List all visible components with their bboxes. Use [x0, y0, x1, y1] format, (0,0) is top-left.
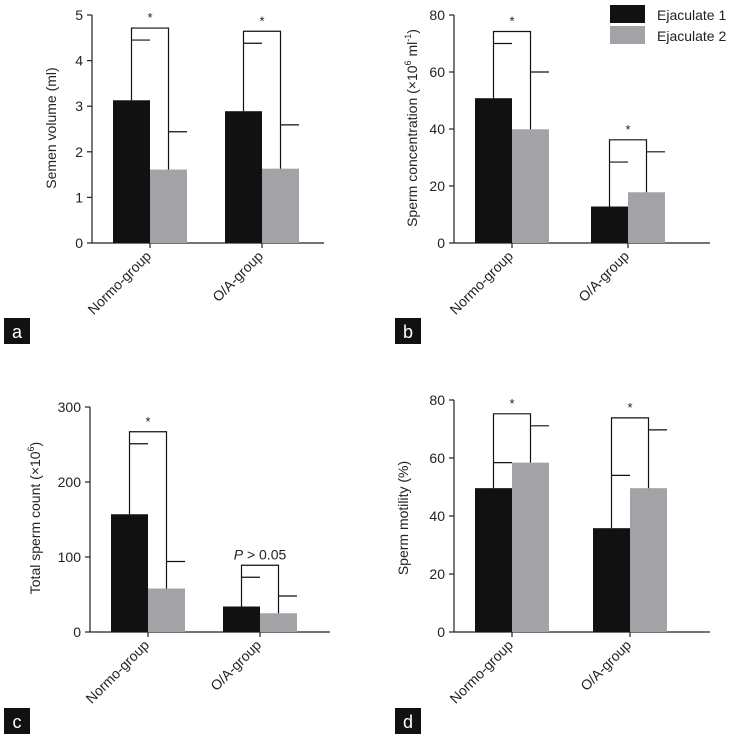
- panel-label-a-box: a: [4, 318, 30, 344]
- panel-a-ytick-label: 1: [75, 189, 83, 205]
- legend-swatch-ejaculate-1: [610, 5, 645, 23]
- panel-a-xtick-label: Normo-group: [84, 248, 154, 318]
- panel-c-bar-ejaculate-2: [148, 588, 185, 632]
- panel-b-bar-ejaculate-1: [591, 206, 628, 243]
- panel-d-bar-ejaculate-1: [593, 528, 630, 632]
- panel-c-significance-bracket: [128, 431, 168, 562]
- panel-b-ytick-label: 80: [429, 7, 445, 23]
- panel-d-ytick-label: 40: [429, 508, 445, 524]
- panel-d-significance-bracket: [492, 413, 532, 463]
- panel-label-c: c: [13, 712, 22, 732]
- panel-c-significance-label: *: [145, 414, 150, 429]
- panel-a-significance-bracket: [242, 30, 282, 125]
- panel-c-ylabel-end: ): [27, 442, 43, 447]
- panel-a-xtick-label: O/A-group: [209, 248, 266, 305]
- panel-b-ylabel-main: Sperm concentration (×10: [404, 65, 420, 227]
- panel-label-d-box: d: [395, 708, 421, 734]
- panel-b-bar-ejaculate-2: [512, 129, 549, 243]
- panel-a-bar-ejaculate-2: [150, 169, 187, 243]
- panel-label-b: b: [403, 322, 413, 342]
- legend-swatch-ejaculate-2: [610, 26, 645, 44]
- panel-c-ylabel: Total sperm count (×106): [26, 442, 43, 594]
- panel-b-xtick-label: Normo-group: [446, 248, 516, 318]
- panel-c-ylabel-sup1: 6: [26, 446, 36, 451]
- panel-d-ytick-label: 20: [429, 566, 445, 582]
- panel-b-ylabel: Sperm concentration (×106 ml-1): [403, 29, 420, 227]
- panel-b: 0 20 40 60 80 Normo-group * O/A-group *: [429, 7, 710, 317]
- panel-b-xtick-label: O/A-group: [575, 248, 632, 305]
- panel-b-ytick-label: 0: [437, 235, 445, 251]
- panel-d-ylabel: Sperm motility (%): [395, 461, 411, 575]
- panel-label-b-box: b: [395, 318, 421, 344]
- panel-label-c-box: c: [4, 708, 30, 734]
- panel-d: 0 20 40 60 80 Normo-group * O/A-group *: [429, 392, 710, 706]
- panel-d-significance-label: *: [509, 396, 514, 411]
- panel-c-significance-bracket: [240, 564, 280, 596]
- panel-a-ytick-label: 0: [75, 235, 83, 251]
- panel-c-significance-label: P > 0.05: [234, 546, 287, 562]
- panel-label-a: a: [12, 322, 23, 342]
- panel-d-significance-bracket: [610, 417, 650, 476]
- panel-d-ytick-label: 0: [437, 624, 445, 640]
- panel-b-bar-ejaculate-2: [628, 192, 665, 243]
- panel-a-ylabel: Semen volume (ml): [43, 67, 59, 188]
- legend-label-ejaculate-1: Ejaculate 1: [657, 7, 726, 23]
- panel-c-bar-ejaculate-2: [260, 613, 297, 632]
- panel-a-significance-bracket: [130, 27, 170, 132]
- panel-d-xtick-label: Normo-group: [446, 637, 516, 707]
- panel-b-ytick-label: 40: [429, 121, 445, 137]
- panel-a-significance-label: *: [259, 13, 264, 28]
- panel-b-significance-bracket: [492, 30, 532, 72]
- plots: 012345Normo-group*O/A-group*020406080Nor…: [58, 7, 710, 706]
- panel-c-xtick-label: O/A-group: [207, 637, 264, 694]
- panel-b-significance-label: *: [509, 14, 514, 29]
- panel-b-ytick-label: 20: [429, 178, 445, 194]
- panel-a: 0 1 2 3 4 5 Normo-group * O/A-group *: [75, 7, 324, 317]
- panel-a-ytick-label: 4: [75, 53, 83, 69]
- panel-label-d: d: [403, 712, 413, 732]
- legend: Ejaculate 1 Ejaculate 2: [610, 5, 726, 44]
- panel-c-ytick-label: 300: [58, 399, 82, 415]
- panel-b-ylabel-sup2: -1: [403, 34, 413, 42]
- panel-d-ytick-label: 60: [429, 450, 445, 466]
- panel-c-ytick-label: 0: [73, 624, 81, 640]
- panel-c: 0 100 200 300 Normo-group * O/A-group P > 0.05: [58, 399, 330, 706]
- panel-b-bar-ejaculate-1: [475, 98, 512, 243]
- panel-b-ylabel-sup1: 6: [403, 60, 413, 65]
- panel-a-ytick-label: 2: [75, 144, 83, 160]
- panel-b-significance-label: *: [625, 122, 630, 137]
- panel-d-bar-ejaculate-1: [475, 488, 512, 632]
- panel-c-ylabel-main: Total sperm count (×10: [27, 451, 43, 594]
- panel-a-bar-ejaculate-1: [225, 111, 262, 243]
- panel-b-ytick-label: 60: [429, 64, 445, 80]
- legend-label-ejaculate-2: Ejaculate 2: [657, 28, 726, 44]
- panel-d-bar-ejaculate-2: [630, 488, 667, 632]
- panel-a-ytick-label: 5: [75, 7, 83, 23]
- panel-a-bar-ejaculate-1: [113, 100, 150, 243]
- panel-d-bar-ejaculate-2: [512, 462, 549, 632]
- panel-d-significance-label: *: [627, 400, 632, 415]
- panel-a-bar-ejaculate-2: [262, 168, 299, 243]
- panel-c-bar-ejaculate-1: [223, 606, 260, 632]
- panel-c-bar-ejaculate-1: [111, 514, 148, 632]
- panel-b-significance-bracket: [608, 139, 648, 163]
- panel-c-ytick-label: 200: [58, 474, 82, 490]
- panel-d-xtick-label: O/A-group: [577, 637, 634, 694]
- panel-c-ytick-label: 100: [58, 549, 82, 565]
- panel-d-ytick-label: 80: [429, 392, 445, 408]
- panel-b-ylabel-end: ): [404, 29, 420, 34]
- panel-a-significance-label: *: [147, 10, 152, 25]
- panel-a-ytick-label: 3: [75, 98, 83, 114]
- panel-c-xtick-label: Normo-group: [82, 637, 152, 707]
- panel-b-ylabel-mid: ml: [404, 42, 420, 61]
